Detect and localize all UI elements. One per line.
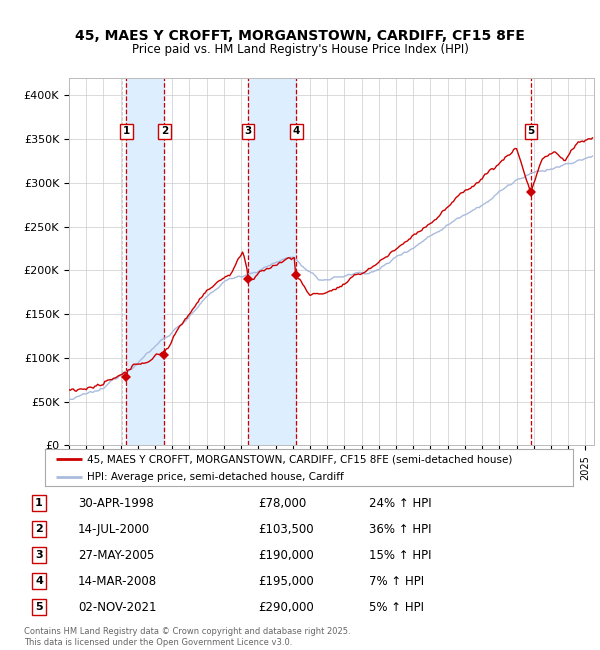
Text: 36% ↑ HPI: 36% ↑ HPI xyxy=(369,523,431,536)
Text: This data is licensed under the Open Government Licence v3.0.: This data is licensed under the Open Gov… xyxy=(24,638,292,647)
Text: £190,000: £190,000 xyxy=(258,549,314,562)
Text: 3: 3 xyxy=(244,126,251,136)
Text: £195,000: £195,000 xyxy=(258,575,314,588)
Text: £290,000: £290,000 xyxy=(258,601,314,614)
Text: 45, MAES Y CROFFT, MORGANSTOWN, CARDIFF, CF15 8FE: 45, MAES Y CROFFT, MORGANSTOWN, CARDIFF,… xyxy=(75,29,525,44)
Bar xyxy=(127,78,164,445)
Bar xyxy=(248,78,296,445)
Text: 4: 4 xyxy=(35,576,43,586)
Text: 5: 5 xyxy=(35,602,43,612)
Text: 14-MAR-2008: 14-MAR-2008 xyxy=(78,575,157,588)
Text: 24% ↑ HPI: 24% ↑ HPI xyxy=(369,497,431,510)
Text: 30-APR-1998: 30-APR-1998 xyxy=(78,497,154,510)
Text: 4: 4 xyxy=(293,126,300,136)
Text: 2: 2 xyxy=(161,126,168,136)
Text: 14-JUL-2000: 14-JUL-2000 xyxy=(78,523,150,536)
Text: 1: 1 xyxy=(122,126,130,136)
Text: 45, MAES Y CROFFT, MORGANSTOWN, CARDIFF, CF15 8FE (semi-detached house): 45, MAES Y CROFFT, MORGANSTOWN, CARDIFF,… xyxy=(87,454,512,464)
Text: 7% ↑ HPI: 7% ↑ HPI xyxy=(369,575,424,588)
Text: 3: 3 xyxy=(35,550,43,560)
Text: 5: 5 xyxy=(527,126,535,136)
Text: 2: 2 xyxy=(35,524,43,534)
Text: HPI: Average price, semi-detached house, Cardiff: HPI: Average price, semi-detached house,… xyxy=(87,472,344,482)
Text: 15% ↑ HPI: 15% ↑ HPI xyxy=(369,549,431,562)
Text: 5% ↑ HPI: 5% ↑ HPI xyxy=(369,601,424,614)
Text: Contains HM Land Registry data © Crown copyright and database right 2025.: Contains HM Land Registry data © Crown c… xyxy=(24,627,350,636)
Text: 1: 1 xyxy=(35,498,43,508)
Text: Price paid vs. HM Land Registry's House Price Index (HPI): Price paid vs. HM Land Registry's House … xyxy=(131,43,469,56)
Text: 02-NOV-2021: 02-NOV-2021 xyxy=(78,601,157,614)
Text: £78,000: £78,000 xyxy=(258,497,306,510)
Text: 27-MAY-2005: 27-MAY-2005 xyxy=(78,549,154,562)
Text: £103,500: £103,500 xyxy=(258,523,314,536)
